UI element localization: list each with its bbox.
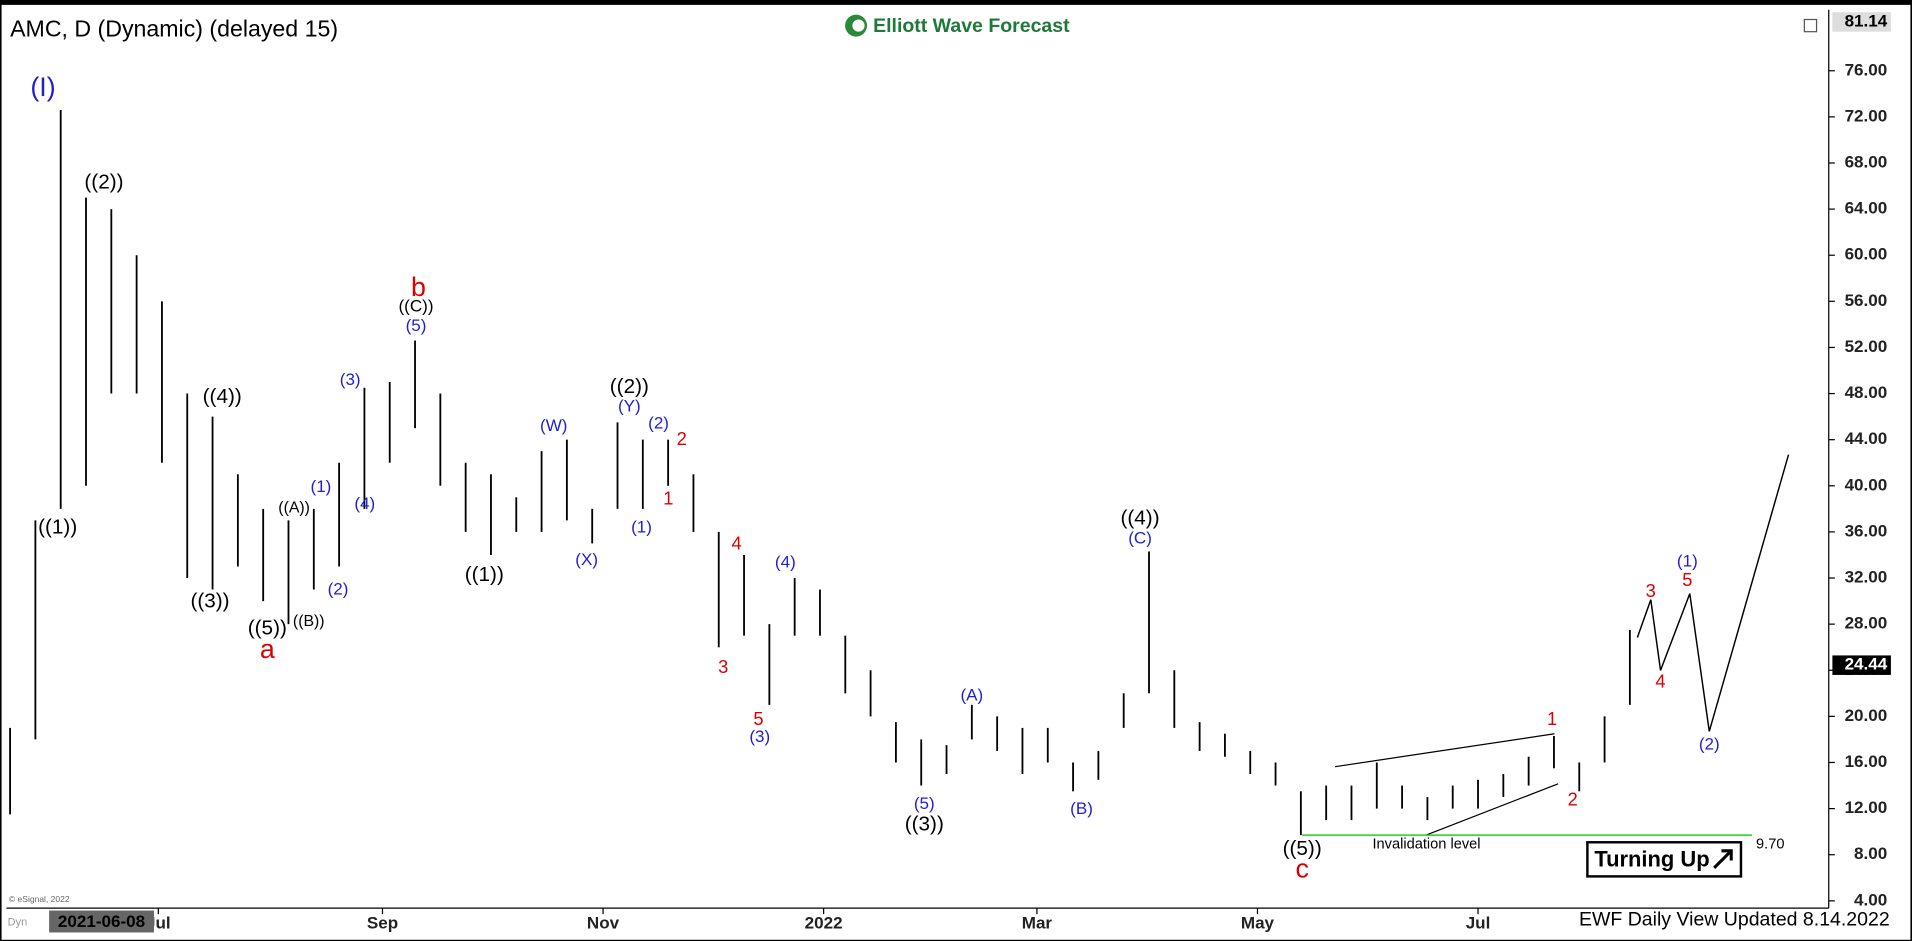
wave-label: ((5)) — [1283, 837, 1322, 860]
wave-label: ((4)) — [203, 385, 242, 408]
price-label: 24.44 — [1845, 655, 1888, 674]
wave-label: 1 — [1547, 708, 1557, 729]
x-tick-label: 2022 — [805, 913, 843, 932]
wave-label: (1) — [311, 477, 332, 496]
cursor-date: 2021-06-08 — [58, 912, 145, 931]
wave-label: ((4)) — [1120, 507, 1159, 530]
wave-label: (3) — [340, 370, 361, 389]
wave-label: ((2)) — [84, 170, 123, 193]
wave-label: ((3)) — [190, 590, 229, 613]
wave-label: (3) — [749, 727, 770, 746]
wave-label: 4 — [732, 533, 742, 554]
wave-label: ((1)) — [465, 563, 504, 586]
wave-label: 3 — [718, 656, 728, 677]
wave-label: ((1)) — [38, 515, 77, 538]
y-tick-label: 56.00 — [1845, 291, 1888, 310]
wave-label: 4 — [1655, 670, 1665, 691]
wave-label: ((B)) — [293, 613, 325, 630]
y-tick-label: 48.00 — [1845, 383, 1888, 402]
trendline — [1334, 733, 1555, 768]
y-tick-label: 68.00 — [1845, 152, 1888, 171]
price-label: 81.14 — [1845, 11, 1888, 30]
x-tick-label: Sep — [367, 913, 398, 932]
price-label-box — [1832, 12, 1891, 32]
wave-label: (2) — [328, 579, 349, 598]
wave-label: ((2)) — [610, 375, 649, 398]
cursor-date-box — [49, 910, 154, 933]
y-tick-label: 64.00 — [1845, 199, 1888, 218]
y-tick-label: 72.00 — [1845, 106, 1888, 125]
wave-label: (1) — [1677, 551, 1698, 570]
wave-label: 2 — [677, 428, 687, 449]
badge-arrow — [1713, 849, 1733, 869]
y-tick-label: 8.00 — [1854, 844, 1887, 863]
wave-label: 5 — [1682, 569, 1692, 590]
wave-label: ((A)) — [278, 499, 310, 516]
wave-label: (2) — [1699, 734, 1720, 753]
wave-label: (W) — [540, 416, 567, 435]
y-tick-label: 12.00 — [1845, 798, 1888, 817]
trendline — [1426, 783, 1559, 836]
wave-label: (C) — [1128, 528, 1152, 547]
invalidation-text: Invalidation level — [1372, 837, 1480, 853]
x-tick-label: May — [1241, 913, 1275, 932]
y-tick-label: 44.00 — [1845, 429, 1888, 448]
x-tick-label: Mar — [1022, 913, 1053, 932]
wave-label: 5 — [753, 708, 763, 729]
y-tick-label: 32.00 — [1845, 568, 1888, 587]
copyright: © eSignal, 2022 — [9, 894, 70, 904]
wave-label: (B) — [1070, 799, 1093, 818]
mode: Dyn — [8, 917, 28, 929]
top-bar — [0, 0, 1912, 5]
wave-label: (5) — [406, 316, 427, 335]
projection-path — [1636, 454, 1790, 732]
wave-label: a — [260, 634, 275, 664]
y-tick-label: 40.00 — [1845, 475, 1888, 494]
y-tick-label: 60.00 — [1845, 245, 1888, 264]
footer: EWF Daily View Updated 8.14.2022 — [1579, 908, 1890, 930]
wave-label: ((3)) — [905, 813, 944, 836]
x-tick-label: Nov — [587, 913, 620, 932]
wave-label: (X) — [575, 550, 598, 569]
wave-label: (5) — [914, 794, 935, 813]
wave-label: ((5)) — [248, 616, 287, 639]
wave-label: (2) — [648, 414, 669, 433]
wave-label: (1) — [631, 517, 652, 536]
wave-label: (I) — [30, 72, 55, 102]
price-label-box — [1832, 655, 1891, 675]
wave-label: (4) — [354, 494, 375, 513]
wave-label: 2 — [1568, 789, 1578, 810]
x-tick-label: Jul — [1466, 913, 1491, 932]
wave-label: c — [1295, 853, 1308, 883]
y-tick-label: 36.00 — [1845, 521, 1888, 540]
wave-label: b — [411, 272, 426, 302]
y-tick-label: 4.00 — [1854, 890, 1887, 909]
badge: Turning Up — [1594, 846, 1709, 871]
y-tick-label: 76.00 — [1845, 60, 1888, 79]
y-tick-label: 20.00 — [1845, 706, 1888, 725]
wave-label: ((C)) — [399, 297, 434, 316]
logo-inner — [852, 19, 865, 32]
wave-label: 3 — [1646, 580, 1656, 601]
chart-title: AMC, D (Dynamic) (delayed 15) — [10, 16, 338, 42]
y-tick-label: 16.00 — [1845, 752, 1888, 771]
wave-label: (A) — [960, 685, 983, 704]
invalidation-value: 9.70 — [1756, 837, 1784, 853]
wave-label: (4) — [775, 553, 796, 572]
icon — [1803, 18, 1818, 33]
wave-label: 1 — [663, 488, 673, 509]
badge-box — [1586, 841, 1743, 878]
y-tick-label: 28.00 — [1845, 614, 1888, 633]
wave-label: (Y) — [618, 397, 641, 416]
brand: Elliott Wave Forecast — [873, 15, 1070, 37]
y-tick-label: 52.00 — [1845, 337, 1888, 356]
